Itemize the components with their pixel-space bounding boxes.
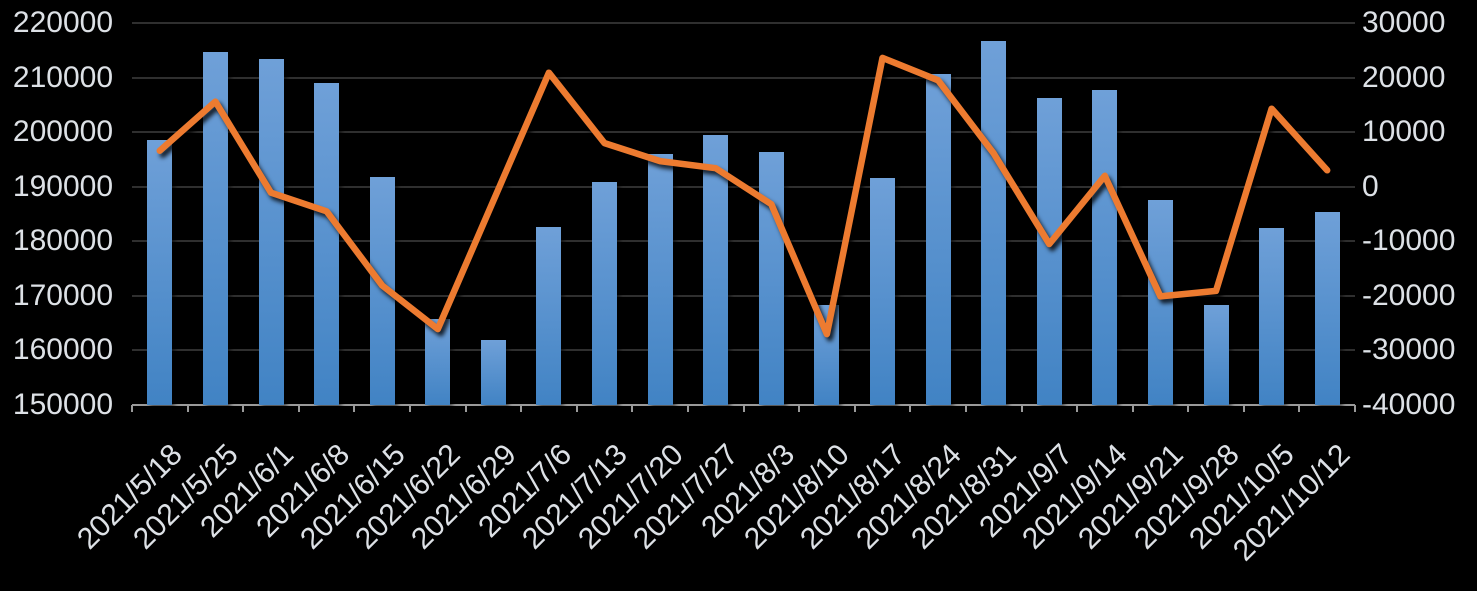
bar (647, 154, 673, 405)
bar (703, 134, 729, 405)
bar (1036, 98, 1062, 405)
gridline (132, 294, 1355, 297)
y-axis-right-label: 20000 (1362, 60, 1446, 94)
x-axis-tick (575, 405, 578, 412)
bar (758, 152, 784, 405)
bar (258, 59, 284, 405)
x-axis-tick (520, 405, 523, 412)
bar (536, 226, 562, 405)
line-series (156, 54, 1331, 338)
y-axis-right-label: 30000 (1362, 6, 1446, 39)
y-axis-right-label: -20000 (1362, 278, 1456, 312)
bar (1203, 305, 1229, 405)
x-axis-tick (631, 405, 634, 412)
y-axis-right-label: -30000 (1362, 333, 1456, 367)
y-axis-right-label: -40000 (1362, 388, 1456, 421)
x-axis-tick (853, 405, 856, 412)
gridline (132, 240, 1355, 243)
gridline (132, 22, 1355, 24)
x-axis-tick (1076, 405, 1078, 412)
bar (1259, 227, 1285, 405)
x-axis-tick (1242, 405, 1245, 412)
gridline (132, 349, 1355, 352)
x-axis-tick (798, 405, 801, 412)
bar (1314, 211, 1340, 405)
x-axis-tick (409, 405, 411, 412)
bar (147, 140, 173, 405)
bar (425, 318, 451, 405)
bar (314, 82, 340, 405)
x-axis-tick (964, 405, 967, 412)
y-axis-left-label: 190000 (12, 169, 113, 203)
x-axis-tick (297, 405, 300, 412)
bar (981, 40, 1007, 405)
x-axis-tick (353, 405, 356, 412)
y-axis-right-label: 0 (1362, 169, 1379, 203)
x-axis-tick (909, 405, 912, 412)
x-axis-tick (131, 405, 133, 412)
x-axis-tick (1020, 405, 1023, 412)
y-axis-left-label: 150000 (12, 388, 113, 421)
y-axis-left-label: 200000 (12, 115, 113, 149)
y-axis-right-label: -10000 (1362, 224, 1456, 258)
bar (592, 181, 617, 405)
x-axis-tick (1298, 405, 1301, 412)
x-axis-tick (742, 405, 745, 412)
y-axis-left-label: 210000 (12, 60, 113, 94)
bar (1092, 89, 1118, 405)
y-axis-left-label: 220000 (12, 6, 113, 39)
line-series-svg (156, 54, 1331, 338)
x-axis-tick (1131, 405, 1134, 412)
bar (1147, 200, 1173, 405)
gridline (132, 131, 1355, 134)
x-axis-tick (1187, 405, 1190, 412)
bar (870, 178, 895, 405)
x-axis-tick (464, 405, 467, 412)
x-axis-tick (686, 405, 689, 412)
y-axis-left-label: 180000 (12, 224, 113, 258)
bar (480, 339, 506, 405)
x-axis-tick (242, 405, 245, 412)
x-axis-tick (186, 405, 189, 412)
y-axis-left-label: 160000 (12, 333, 113, 367)
y-axis-right-label: 10000 (1362, 115, 1446, 149)
x-axis-tick (1354, 405, 1356, 412)
bar (925, 73, 951, 405)
y-axis-left-label: 170000 (12, 278, 113, 312)
gridline (132, 76, 1355, 79)
